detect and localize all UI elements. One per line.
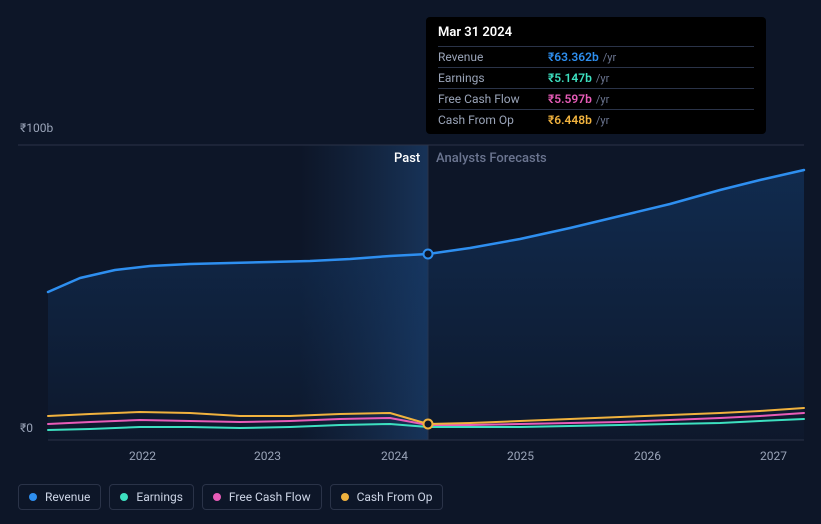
legend-item[interactable]: Cash From Op bbox=[330, 484, 444, 510]
tooltip-row-value: ₹5.597b bbox=[548, 92, 592, 106]
x-axis-label: 2026 bbox=[634, 449, 661, 463]
tooltip-row-unit: /yr bbox=[596, 72, 609, 85]
tooltip-row: Revenue₹63.362b/yr bbox=[438, 46, 754, 67]
legend-item[interactable]: Free Cash Flow bbox=[202, 484, 322, 510]
chart-tooltip: Mar 31 2024 Revenue₹63.362b/yrEarnings₹5… bbox=[426, 17, 766, 134]
x-axis-label: 2025 bbox=[507, 449, 534, 463]
legend-item-label: Free Cash Flow bbox=[229, 490, 311, 504]
tooltip-title: Mar 31 2024 bbox=[438, 25, 754, 46]
tooltip-row: Cash From Op₹6.448b/yr bbox=[438, 109, 754, 130]
tooltip-row: Free Cash Flow₹5.597b/yr bbox=[438, 88, 754, 109]
tooltip-row-value: ₹5.147b bbox=[548, 71, 592, 85]
legend-item-label: Cash From Op bbox=[357, 490, 433, 504]
tooltip-row: Earnings₹5.147b/yr bbox=[438, 67, 754, 88]
tooltip-row-label: Revenue bbox=[438, 50, 548, 64]
legend-item-label: Revenue bbox=[45, 490, 90, 504]
tooltip-row-label: Free Cash Flow bbox=[438, 92, 548, 106]
x-axis-label: 2022 bbox=[129, 449, 156, 463]
legend-item-label: Earnings bbox=[136, 490, 183, 504]
tooltip-row-unit: /yr bbox=[596, 93, 609, 106]
past-section-label: Past bbox=[394, 151, 420, 166]
tooltip-row-label: Earnings bbox=[438, 71, 548, 85]
tooltip-row-label: Cash From Op bbox=[438, 113, 548, 127]
x-axis-label: 2024 bbox=[381, 449, 408, 463]
tooltip-row-unit: /yr bbox=[603, 51, 616, 64]
legend-dot-icon bbox=[29, 493, 37, 501]
legend-dot-icon bbox=[120, 493, 128, 501]
chart-legend: Revenue Earnings Free Cash Flow Cash From O… bbox=[18, 484, 443, 510]
legend-item[interactable]: Earnings bbox=[109, 484, 194, 510]
tooltip-row-unit: /yr bbox=[596, 114, 609, 127]
legend-dot-icon bbox=[341, 493, 349, 501]
tooltip-row-value: ₹63.362b bbox=[548, 50, 599, 64]
legend-dot-icon bbox=[213, 493, 221, 501]
x-axis-label: 2023 bbox=[254, 449, 281, 463]
forecast-section-label: Analysts Forecasts bbox=[436, 151, 547, 166]
legend-item[interactable]: Revenue bbox=[18, 484, 101, 510]
tooltip-row-value: ₹6.448b bbox=[548, 113, 592, 127]
x-axis-label: 2027 bbox=[760, 449, 787, 463]
